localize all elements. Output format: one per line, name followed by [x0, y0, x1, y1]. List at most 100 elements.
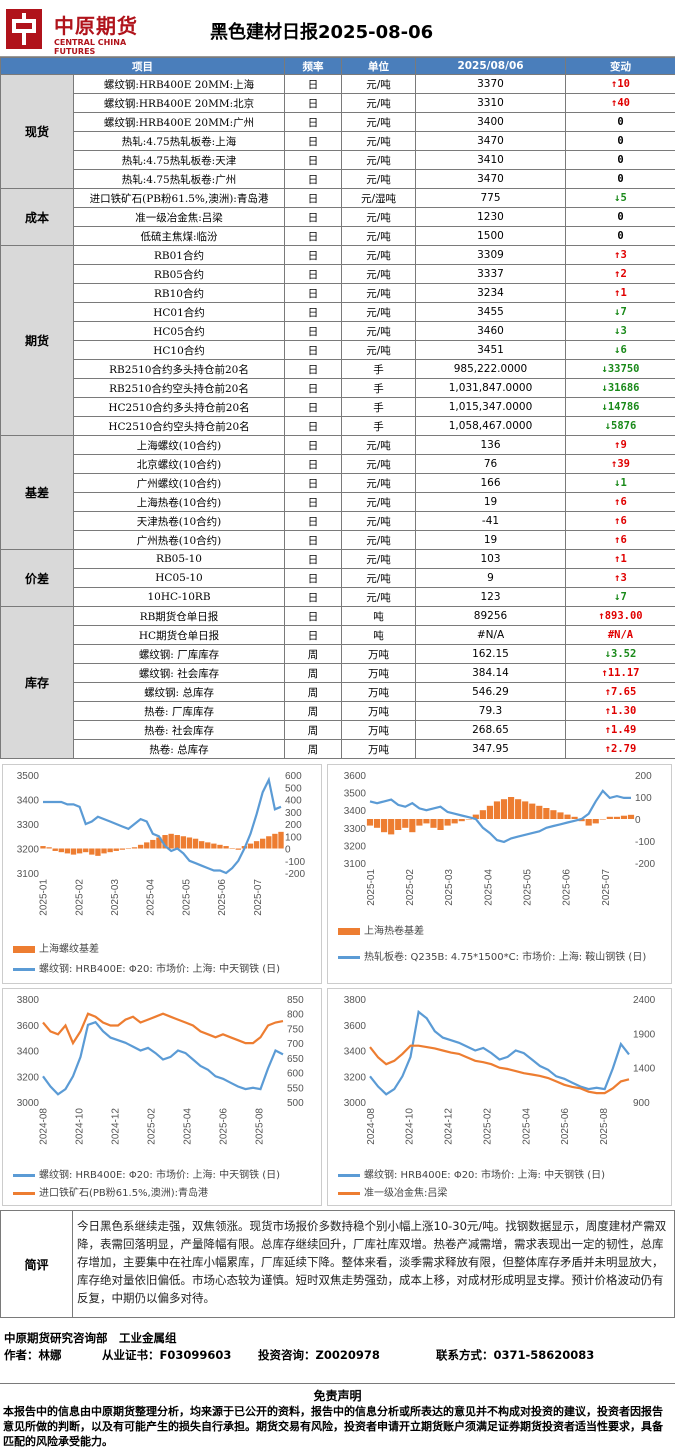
x-tick-label: 2025-04	[521, 1108, 532, 1145]
chart-rebar-basis: 3100 3200 3300 3400 3500 -200 -100 0 100 200 300 40…	[2, 764, 322, 984]
y2-tick-label: 100	[635, 793, 652, 804]
change-cell: ↑1.30	[565, 701, 675, 721]
change-value: 6	[620, 534, 627, 546]
change-value: 3	[620, 572, 627, 584]
change-value: 2.79	[611, 743, 637, 755]
change-value: 5	[620, 192, 627, 204]
arrow-up-icon: ↑	[601, 667, 608, 679]
arrow-down-icon: ↓	[604, 648, 612, 660]
basis-bar	[402, 819, 409, 828]
freq-cell: 日	[284, 245, 342, 265]
change-cell: ↑7.65	[565, 682, 675, 702]
table-header-row: 项目 频率 单位 2025/08/06 变动	[0, 57, 675, 75]
freq-cell: 日	[284, 397, 342, 417]
item-cell: 上海螺纹(10合约)	[73, 435, 285, 455]
author-dept: 中原期货研究咨询部 工业金属组	[4, 1331, 177, 1345]
col-header: 2025/08/06	[415, 57, 566, 75]
value-cell: 3337	[415, 264, 566, 284]
legend-swatch-icon	[13, 1191, 35, 1195]
y-tick-label: 3000	[344, 1098, 367, 1109]
arrow-up-icon: ↑	[604, 743, 612, 755]
item-cell: 进口铁矿石(PB粉61.5%,澳洲):青岛港	[73, 188, 285, 208]
x-tick-label: 2025-02	[74, 879, 85, 916]
comment-box: 简评 今日黑色系继续走强，双焦领涨。现货市场报价多数持稳个别小幅上涨10-30元…	[0, 1210, 675, 1318]
freq-cell: 日	[284, 226, 342, 246]
basis-bar	[217, 844, 223, 849]
x-tick-label: 2025-01	[39, 879, 50, 916]
unit-cell: 手	[341, 359, 416, 379]
change-cell: ↑3	[565, 245, 675, 265]
table-row: 价差 RB05-10 日元/吨 103 ↑1	[0, 549, 675, 607]
legend-item: 准一级冶金焦:吕梁	[338, 1187, 447, 1200]
basis-bar	[260, 838, 266, 849]
y2-tick-label: 500	[285, 783, 302, 794]
change-cell: ↑2	[565, 264, 675, 284]
y2-tick-label: -100	[285, 857, 305, 868]
disclaimer: 免责声明 本报告中的信息由中原期货整理分析，均来源于已公开的资料，报告中的信息分…	[0, 1383, 675, 1453]
basis-bar	[235, 848, 241, 850]
basis-bar	[223, 846, 229, 849]
item-cell: 螺纹钢: 社会库存	[73, 663, 285, 683]
item-cell: RB10合约	[73, 283, 285, 303]
value-cell: 79.3	[415, 701, 566, 721]
company-logo: 中原期货 CENTRAL CHINA FUTURES	[4, 6, 154, 56]
y2-tick-label: 650	[287, 1054, 304, 1065]
basis-bar	[247, 843, 254, 849]
unit-cell: 万吨	[341, 739, 416, 759]
basis-bar	[500, 799, 508, 819]
x-tick-label: 2025-03	[444, 869, 455, 906]
author-cert: 从业证书：F03099603	[102, 1348, 232, 1362]
change-value: 7	[620, 306, 627, 318]
logo-en-text: CENTRAL CHINA FUTURES	[54, 38, 127, 56]
basis-bar	[107, 848, 113, 853]
basis-bar	[58, 848, 64, 853]
basis-bar	[83, 848, 89, 853]
arrow-up-icon: ↑	[611, 458, 618, 470]
table-row: RB05合约日元/吨 3337 ↑2	[1, 264, 675, 284]
table-row: HC10合约日元/吨 3451 ↓6	[1, 340, 675, 360]
chart-rebar-vs-coke: 3000 3200 3400 3600 3800 900 1400 1900 2400 2024-…	[327, 988, 672, 1206]
value-cell: 3455	[415, 302, 566, 322]
change-cell: ↑6	[565, 530, 675, 550]
unit-cell: 元/吨	[341, 207, 416, 227]
freq-cell: 日	[284, 587, 342, 607]
change-value: 6	[620, 515, 627, 527]
y-tick-label: 3400	[17, 796, 40, 807]
y-tick-label: 3200	[17, 1072, 40, 1083]
item-cell: RB05合约	[73, 264, 285, 284]
change-cell: 0	[565, 169, 675, 189]
legend-item: 螺纹钢: HRB400E: Φ20: 市场价: 上海: 中天钢铁 (日)	[13, 963, 313, 976]
item-cell: 10HC-10RB	[73, 587, 285, 607]
change-cell: ↓7	[565, 302, 675, 322]
value-cell: 1,031,847.0000	[415, 378, 566, 398]
value-cell: 123	[415, 587, 566, 607]
y2-tick-label: 0	[285, 845, 291, 856]
item-cell: 广州热卷(10合约)	[73, 530, 285, 550]
freq-cell: 周	[284, 739, 342, 759]
freq-cell: 日	[284, 283, 342, 303]
value-cell: 3310	[415, 93, 566, 113]
unit-cell: 元/吨	[341, 473, 416, 493]
price-line	[42, 1020, 284, 1096]
x-tick-label: 2025-02	[405, 869, 416, 906]
y2-tick-label: 300	[285, 808, 302, 819]
y2-tick-label: 600	[285, 771, 302, 782]
value-cell: 3370	[415, 74, 566, 94]
item-cell: RB05-10	[73, 549, 285, 569]
basis-bar	[119, 848, 126, 850]
change-cell: ↓33750	[565, 359, 675, 379]
x-tick-label: 2025-06	[219, 1108, 230, 1145]
change-cell: ↑40	[565, 93, 675, 113]
freq-cell: 日	[284, 264, 342, 284]
basis-bar	[388, 819, 395, 835]
comment-label: 简评	[1, 1211, 73, 1317]
freq-cell: 日	[284, 454, 342, 474]
basis-bar	[113, 848, 119, 851]
basis-bar	[373, 819, 381, 828]
freq-cell: 日	[284, 416, 342, 436]
value-cell: 268.65	[415, 720, 566, 740]
author-consult: 投资咨询：Z0020978	[258, 1348, 380, 1362]
basis-bar	[437, 819, 444, 830]
y2-tick-label: -100	[635, 837, 655, 848]
